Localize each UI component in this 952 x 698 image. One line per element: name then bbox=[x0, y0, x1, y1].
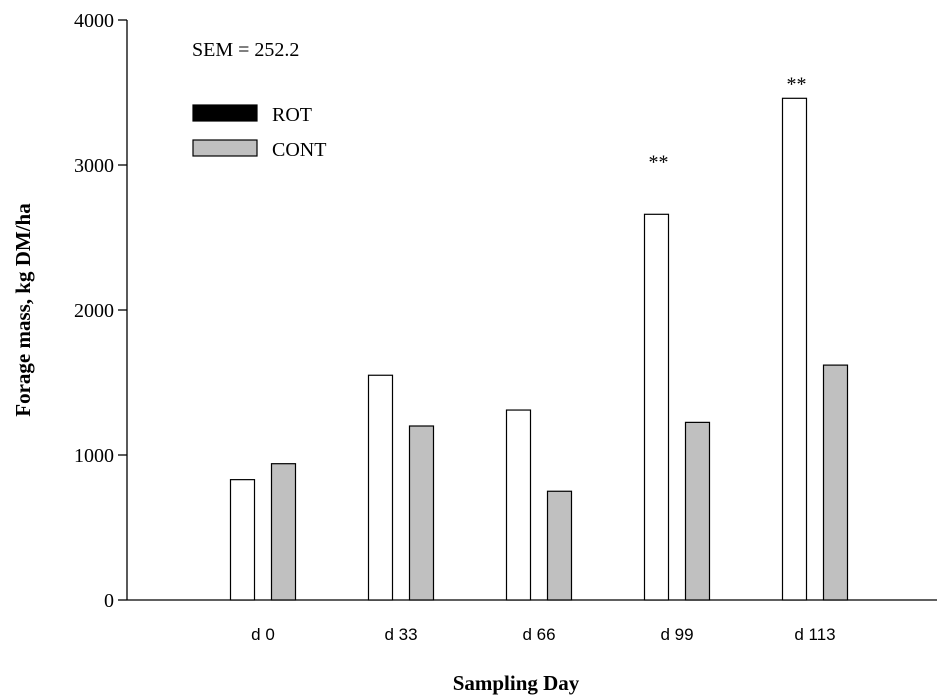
bar-cont-d113 bbox=[822, 364, 849, 601]
legend: ROT CONT bbox=[192, 104, 326, 161]
x-tick-label: d 99 bbox=[660, 625, 693, 644]
significance-marker: ** bbox=[787, 73, 807, 95]
bar-cont-d99 bbox=[684, 421, 711, 601]
x-tick-label: d 113 bbox=[794, 625, 835, 644]
bar-rot-d33 bbox=[367, 374, 394, 601]
bar-rot-d113 bbox=[781, 97, 808, 601]
x-tick-label: d 66 bbox=[522, 625, 555, 644]
y-ticks: 0 1000 2000 3000 4000 bbox=[74, 10, 127, 612]
y-tick-label: 1000 bbox=[74, 445, 114, 467]
bar-cont-d66 bbox=[546, 490, 573, 601]
bar-cont-d0 bbox=[270, 463, 297, 601]
bar-cont-d33 bbox=[408, 425, 435, 601]
significance-markers: ** ** bbox=[649, 73, 807, 173]
y-axis-label: Forage mass, kg DM/ha bbox=[11, 203, 35, 417]
bar-rot-d99 bbox=[643, 213, 670, 601]
y-tick-label: 0 bbox=[104, 590, 114, 612]
y-tick-label: 3000 bbox=[74, 155, 114, 177]
bar-rot-d0 bbox=[229, 479, 256, 601]
bars bbox=[229, 97, 849, 601]
legend-swatch-cont bbox=[192, 139, 258, 157]
y-tick-label: 2000 bbox=[74, 300, 114, 322]
y-tick-label: 4000 bbox=[74, 10, 114, 32]
legend-swatch-rot bbox=[192, 104, 258, 122]
significance-marker: ** bbox=[649, 151, 669, 173]
legend-label-rot: ROT bbox=[272, 104, 312, 126]
x-axis-label: Sampling Day bbox=[453, 671, 580, 695]
x-tick-label: d 33 bbox=[384, 625, 417, 644]
legend-label-cont: CONT bbox=[272, 139, 326, 161]
sem-annotation: SEM = 252.2 bbox=[192, 39, 299, 61]
x-tick-label: d 0 bbox=[251, 625, 275, 644]
x-ticks: d 0 d 33 d 66 d 99 d 113 bbox=[251, 625, 835, 644]
bar-rot-d66 bbox=[505, 409, 532, 601]
